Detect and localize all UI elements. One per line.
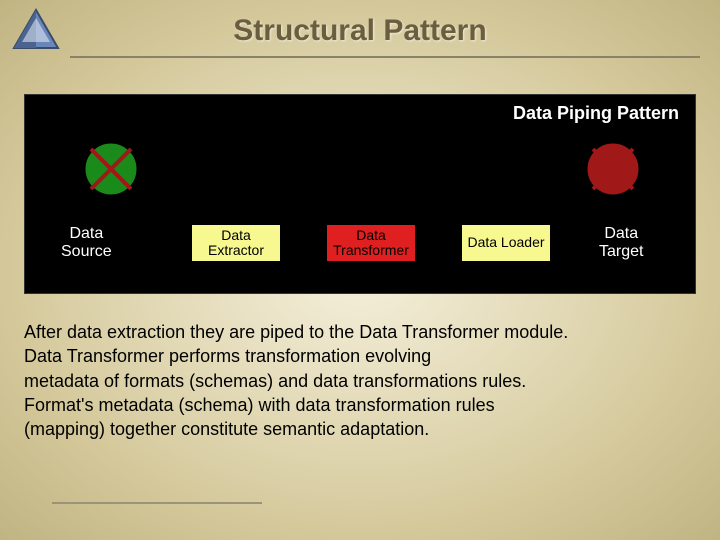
stage-box: Data Transformer: [325, 223, 417, 263]
footer-underline: [52, 502, 262, 504]
body-text: After data extraction they are piped to …: [24, 320, 696, 441]
body-line: metadata of formats (schemas) and data t…: [24, 369, 696, 393]
body-line: Format's metadata (schema) with data tra…: [24, 393, 696, 417]
page-title: Structural Pattern: [0, 14, 720, 48]
source-node-icon: [83, 141, 139, 197]
title-underline: [70, 56, 700, 58]
stage-box: Data Extractor: [190, 223, 282, 263]
stage-label: Data Loader: [467, 235, 544, 250]
stage-label: Data Extractor: [192, 228, 280, 259]
stage-box: Data Loader: [460, 223, 552, 263]
stage-label: Data Transformer: [327, 228, 415, 259]
body-line: Data Transformer performs transformation…: [24, 344, 696, 368]
body-line: (mapping) together constitute semantic a…: [24, 417, 696, 441]
end-label: DataSource: [61, 225, 112, 262]
target-node-icon: [585, 141, 641, 197]
body-line: After data extraction they are piped to …: [24, 320, 696, 344]
diagram-container: Data Piping Pattern Data Extractor Data T…: [24, 94, 696, 294]
end-label: DataTarget: [599, 225, 643, 262]
diagram-subtitle: Data Piping Pattern: [513, 103, 679, 124]
